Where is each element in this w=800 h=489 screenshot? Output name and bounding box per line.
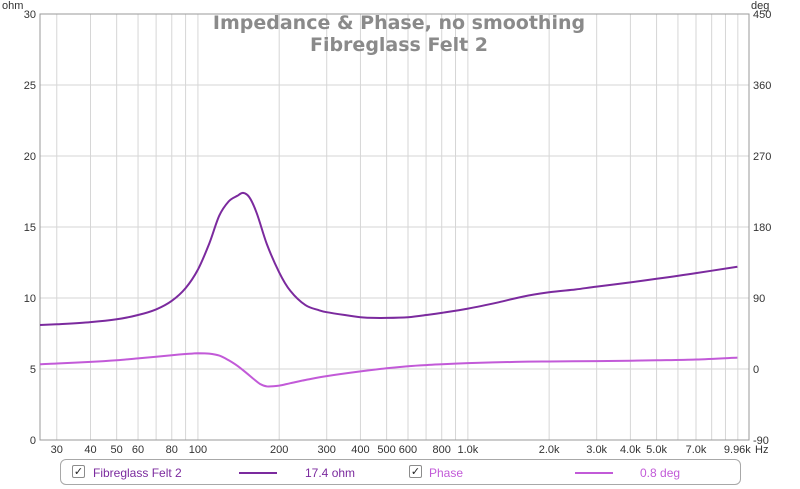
right-tick-label: 90 xyxy=(753,293,765,305)
left-axis-unit: ohm xyxy=(2,0,23,12)
right-tick-label: 0 xyxy=(753,364,759,376)
x-tick-label: 1.0k xyxy=(457,444,478,456)
left-tick-label: 25 xyxy=(24,80,36,92)
right-axis-tick-labels: -90 0 90 180 270 360 450 xyxy=(753,9,771,447)
left-axis-tick-labels: 0 5 10 15 20 25 30 xyxy=(24,9,36,447)
legend-bar: ✓ Fibreglass Felt 2 17.4 ohm ✓ Phase 0.8… xyxy=(60,459,741,485)
x-tick-label: 7.0k xyxy=(686,444,707,456)
x-tick-label: 500 xyxy=(377,444,395,456)
left-tick-label: 20 xyxy=(24,151,36,163)
x-tick-label: 60 xyxy=(132,444,144,456)
x-tick-label: 100 xyxy=(189,444,207,456)
x-tick-label: 9.96k xyxy=(724,444,751,456)
left-tick-label: 15 xyxy=(24,222,36,234)
x-tick-label: 30 xyxy=(51,444,63,456)
plot-frame xyxy=(39,13,750,441)
x-tick-label: 600 xyxy=(399,444,417,456)
chart-subtitle: Fibreglass Felt 2 xyxy=(310,34,488,56)
right-tick-label: 360 xyxy=(753,80,771,92)
right-tick-label: 270 xyxy=(753,151,771,163)
x-tick-label: 2.0k xyxy=(539,444,560,456)
right-tick-label: -90 xyxy=(753,435,769,447)
x-tick-label: 200 xyxy=(270,444,288,456)
series-1-name: Fibreglass Felt 2 xyxy=(93,466,182,480)
series-2-checkbox[interactable]: ✓ xyxy=(409,465,422,478)
x-tick-label: 5.0k xyxy=(646,444,667,456)
x-axis-tick-labels: 30 40 50 60 80 100 200 300 400 500 600 800 1.0k 2.0k 3… xyxy=(51,444,752,456)
left-tick-label: 30 xyxy=(24,9,36,21)
right-axis-unit: deg xyxy=(751,0,769,12)
x-tick-label: 3.0k xyxy=(586,444,607,456)
series-1-readout: 17.4 ohm xyxy=(305,466,356,480)
series-2-line-swatch xyxy=(575,472,613,474)
chart-title: Impedance & Phase, no smoothing xyxy=(213,12,585,34)
x-axis-unit: Hz xyxy=(755,444,768,456)
series-2-name: Phase xyxy=(429,466,464,480)
x-tick-label: 800 xyxy=(433,444,451,456)
x-tick-label: 50 xyxy=(111,444,123,456)
x-tick-label: 300 xyxy=(318,444,336,456)
x-tick-label: 400 xyxy=(351,444,369,456)
left-tick-label: 5 xyxy=(30,364,36,376)
phase-series-line xyxy=(39,352,738,388)
impedance-series-line xyxy=(39,191,738,326)
series-2-readout: 0.8 deg xyxy=(640,466,681,480)
series-1-line-swatch xyxy=(239,472,277,474)
left-tick-label: 10 xyxy=(24,293,36,305)
x-tick-label: 80 xyxy=(166,444,178,456)
left-tick-label: 0 xyxy=(30,435,36,447)
series-1-checkbox[interactable]: ✓ xyxy=(72,465,85,478)
series-layer xyxy=(39,191,738,388)
x-tick-label: 4.0k xyxy=(620,444,641,456)
right-tick-label: 180 xyxy=(753,222,771,234)
x-tick-label: 40 xyxy=(84,444,96,456)
right-tick-label: 450 xyxy=(753,9,771,21)
grid-lines xyxy=(40,14,749,440)
